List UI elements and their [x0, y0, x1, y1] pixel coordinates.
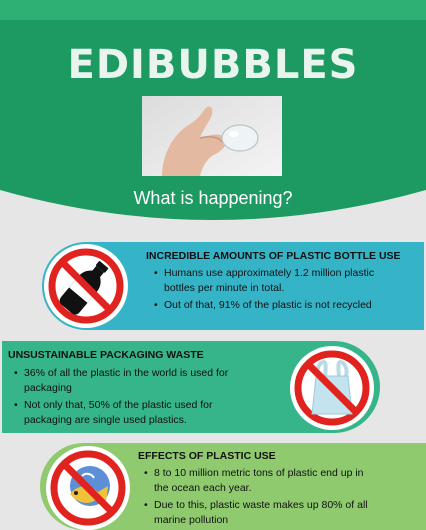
- list-item: Due to this, plastic waste makes up 80% …: [142, 498, 374, 528]
- no-plastic-bag-icon: [294, 350, 370, 426]
- prohibition-circle: [46, 446, 130, 530]
- list-item: Humans use approximately 1.2 million pla…: [152, 266, 382, 296]
- page-subtitle: What is happening?: [133, 188, 293, 208]
- section-1-title: INCREDIBLE AMOUNTS OF PLASTIC BOTTLE USE: [146, 250, 401, 262]
- list-item: Out of that, 91% of the plastic is not r…: [152, 298, 382, 313]
- header-banner: EDIBUBBLES What is happening?: [0, 0, 426, 240]
- no-plastic-in-ocean-icon: [50, 450, 126, 526]
- list-item: Not only that, 50% of the plastic used f…: [12, 398, 248, 428]
- no-plastic-bottle-icon: [48, 248, 124, 324]
- section-3-title: EFFECTS OF PLASTIC USE: [138, 450, 276, 462]
- prohibition-circle: [44, 244, 128, 328]
- edible-bubble-photo: [142, 96, 282, 176]
- list-item: 8 to 10 million metric tons of plastic e…: [142, 466, 374, 496]
- section-3-list: 8 to 10 million metric tons of plastic e…: [142, 466, 374, 530]
- section-1-list: Humans use approximately 1.2 million pla…: [152, 266, 382, 315]
- list-item: 36% of all the plastic in the world is u…: [12, 366, 248, 396]
- section-2-title: UNSUSTAINABLE PACKAGING WASTE: [8, 349, 204, 361]
- page-title: EDIBUBBLES: [67, 42, 359, 88]
- prohibition-circle: [290, 346, 374, 430]
- section-2-list: 36% of all the plastic in the world is u…: [12, 366, 248, 430]
